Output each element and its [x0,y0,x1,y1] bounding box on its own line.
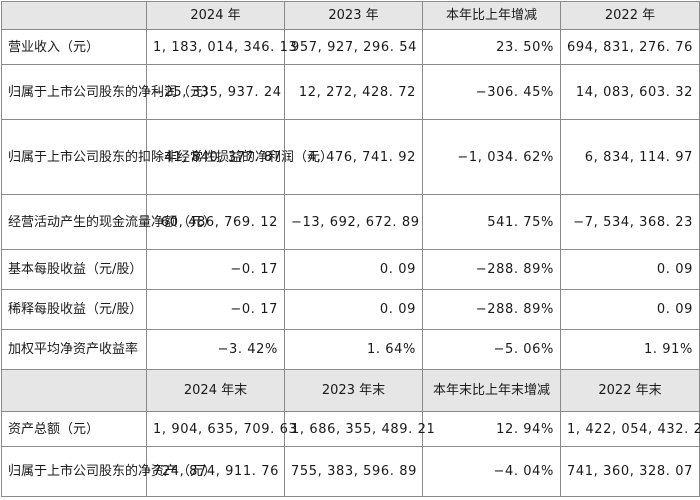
value-2023: 1, 686, 355, 489. 21 [285,412,423,447]
value-2022: 1. 91% [561,330,700,370]
table-row: 归属于上市公司股东的净资产（元） 724, 874, 911. 76 755, … [2,447,700,497]
table-row: 资产总额（元） 1, 904, 635, 709. 63 1, 686, 355… [2,412,700,447]
value-2022: 741, 360, 328. 07 [561,447,700,497]
row-label: 基本每股收益（元/股） [2,250,147,290]
table-row: 加权平均净资产收益率 −3. 42% 1. 64% −5. 06% 1. 91% [2,330,700,370]
header-change: 本年比上年增减 [423,2,561,30]
value-2024: −41, 840, 377. 87 [147,120,285,195]
value-2024: −0. 17 [147,290,285,330]
table-row: 营业收入（元） 1, 183, 014, 346. 13 957, 927, 2… [2,30,700,65]
value-2023: −13, 692, 672. 89 [285,195,423,250]
value-change: 541. 75% [423,195,561,250]
value-change: −288. 89% [423,290,561,330]
row-label: 稀释每股收益（元/股） [2,290,147,330]
table-row: 稀释每股收益（元/股） −0. 17 0. 09 −288. 89% 0. 09 [2,290,700,330]
table-row: 经营活动产生的现金流量净额（元） 60, 486, 769. 12 −13, 6… [2,195,700,250]
table-row: 归属于上市公司股东的扣除非经常性损益的净利润（元） −41, 840, 377.… [2,120,700,195]
header-2022: 2022 年 [561,2,700,30]
value-2024: 60, 486, 769. 12 [147,195,285,250]
header-2023-end: 2023 年末 [285,370,423,412]
table-row: 基本每股收益（元/股） −0. 17 0. 09 −288. 89% 0. 09 [2,250,700,290]
value-2023: 0. 09 [285,290,423,330]
value-2022: 14, 083, 603. 32 [561,65,700,120]
header-2024-end: 2024 年末 [147,370,285,412]
value-2023: 0. 09 [285,250,423,290]
table-row: 归属于上市公司股东的净利润（元） −25, 335, 937. 24 12, 2… [2,65,700,120]
header-change-end: 本年末比上年末增减 [423,370,561,412]
value-2024: 1, 904, 635, 709. 63 [147,412,285,447]
value-2024: −25, 335, 937. 24 [147,65,285,120]
row-label: 归属于上市公司股东的净资产（元） [2,447,147,497]
value-2022: 6, 834, 114. 97 [561,120,700,195]
value-2022: −7, 534, 368. 23 [561,195,700,250]
header-blank-cell [2,2,147,30]
value-change: −306. 45% [423,65,561,120]
value-2023: 12, 272, 428. 72 [285,65,423,120]
row-label: 经营活动产生的现金流量净额（元） [2,195,147,250]
header-row-annual: 2024 年 2023 年 本年比上年增减 2022 年 [2,2,700,30]
row-label: 加权平均净资产收益率 [2,330,147,370]
header-blank-cell [2,370,147,412]
header-2024: 2024 年 [147,2,285,30]
value-2023: 1. 64% [285,330,423,370]
value-change: 23. 50% [423,30,561,65]
row-label: 资产总额（元） [2,412,147,447]
value-change: −4. 04% [423,447,561,497]
value-2024: −0. 17 [147,250,285,290]
value-2022: 1, 422, 054, 432. 23 [561,412,700,447]
value-change: −5. 06% [423,330,561,370]
value-2024: 724, 874, 911. 76 [147,447,285,497]
value-2024: −3. 42% [147,330,285,370]
value-change: −288. 89% [423,250,561,290]
value-change: −1, 034. 62% [423,120,561,195]
value-2022: 0. 09 [561,250,700,290]
header-row-year-end: 2024 年末 2023 年末 本年末比上年末增减 2022 年末 [2,370,700,412]
row-label: 归属于上市公司股东的净利润（元） [2,65,147,120]
value-2023: 755, 383, 596. 89 [285,447,423,497]
value-2024: 1, 183, 014, 346. 13 [147,30,285,65]
header-2022-end: 2022 年末 [561,370,700,412]
value-2023: 957, 927, 296. 54 [285,30,423,65]
row-label: 营业收入（元） [2,30,147,65]
row-label: 归属于上市公司股东的扣除非经常性损益的净利润（元） [2,120,147,195]
header-2023: 2023 年 [285,2,423,30]
value-2022: 0. 09 [561,290,700,330]
value-2022: 694, 831, 276. 76 [561,30,700,65]
value-change: 12. 94% [423,412,561,447]
